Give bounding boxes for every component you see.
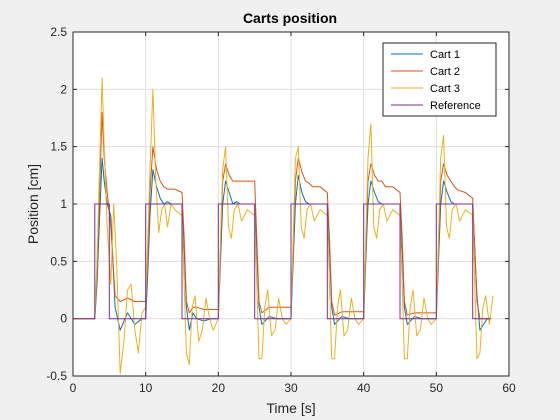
x-tick-label: 20: [212, 381, 226, 395]
series-line-reference: [73, 203, 491, 320]
x-tick-label: 30: [284, 381, 298, 395]
chart-title: Carts position: [243, 10, 337, 26]
y-tick-label: -0.5: [46, 369, 67, 383]
series-lines: [73, 77, 494, 375]
x-axis-label: Time [s]: [266, 400, 315, 416]
legend-box: [382, 42, 497, 117]
legend-label-cart-2: Cart 2: [430, 66, 460, 78]
y-tick-label: 0: [60, 312, 67, 326]
x-tick-label: 0: [70, 381, 77, 395]
legend-label-cart-3: Cart 3: [430, 83, 460, 95]
x-tick-label: 60: [502, 381, 516, 395]
y-tick-label: 2.5: [50, 25, 67, 39]
series-line-cart-3: [73, 77, 494, 375]
y-tick-label: 0.5: [50, 254, 67, 268]
legend-label-cart-1: Cart 1: [430, 49, 460, 61]
plot-frame: [72, 31, 510, 377]
y-tick-label: 2: [60, 82, 67, 96]
y-axis-label: Position [cm]: [25, 164, 41, 244]
y-tick-label: 1: [60, 197, 67, 211]
y-tick-label: 1.5: [50, 140, 67, 154]
x-tick-label: 10: [139, 381, 153, 395]
x-tick-label: 40: [357, 381, 371, 395]
legend: Cart 1 Cart 2 Cart 3 Reference: [382, 42, 497, 117]
axis-ticks: 0 10 20 30 40 50 60-0.500.511.522.5: [46, 25, 516, 395]
x-tick-label: 50: [430, 381, 444, 395]
legend-label-reference: Reference: [430, 100, 481, 112]
